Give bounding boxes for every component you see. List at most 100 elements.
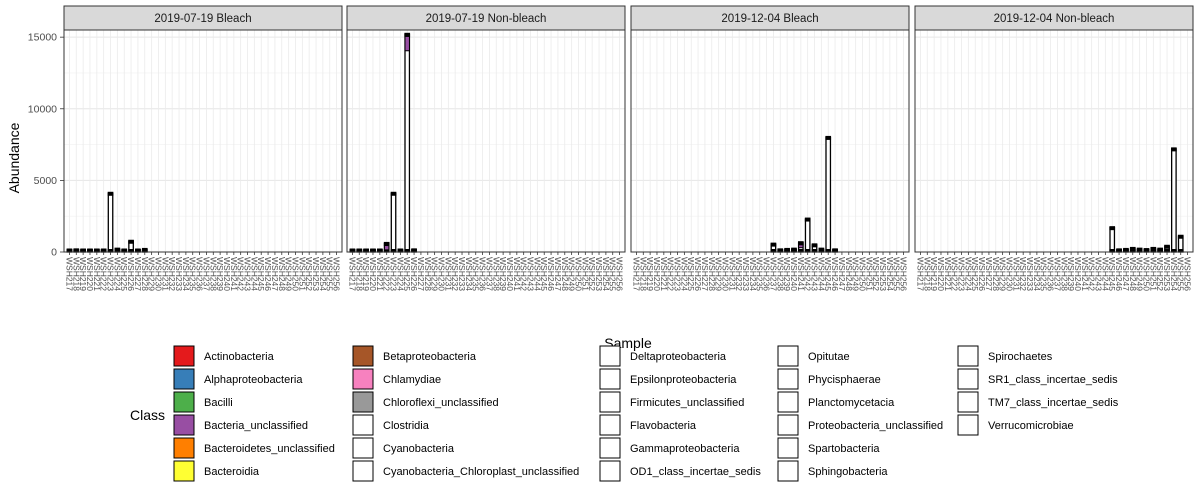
x-tick-label: WSH243 (526, 257, 536, 291)
bar (1177, 234, 1184, 253)
panel-border (630, 29, 910, 253)
bar-segment-base (1150, 249, 1157, 252)
x-tick-label: WSH253 (311, 257, 321, 291)
bar-segment-base (832, 249, 838, 252)
bar (383, 241, 390, 253)
x-tick-label: WSH220 (368, 257, 378, 291)
bar-segment-base (390, 249, 397, 252)
legend-label: Flavobacteria (630, 420, 697, 432)
x-tick-label: WSH219 (929, 257, 939, 291)
x-tick-label: WSH220 (85, 257, 95, 291)
y-axis-title: Abundance (6, 122, 22, 193)
bar-segment-base (141, 249, 148, 252)
x-tick-label: WSH221 (659, 257, 669, 291)
x-tick-label: WSH236 (478, 257, 488, 291)
x-tick-label: WSH245 (823, 257, 833, 291)
legend-item: TM7_class_incertae_sedis (957, 391, 1119, 413)
bar-segment-base (135, 249, 141, 252)
legend-item: Betaproteobacteria (352, 345, 477, 367)
x-tick-label: WSH255 (892, 257, 902, 291)
facet-strip (914, 5, 1194, 31)
bar-segment-base (356, 249, 363, 252)
x-tick-label: WSH249 (284, 257, 294, 291)
x-tick-label: WSH254 (318, 257, 328, 291)
bar-segment-base (784, 249, 790, 252)
x-tick-label: WSH237 (484, 257, 494, 291)
x-tick-label: WSH251 (297, 257, 307, 291)
legend-label: Sphingobacteria (808, 466, 888, 478)
facet-panel: 2019-07-19 Non-bleachWSH217WSH218WSH219W… (346, 5, 626, 291)
bar (1164, 244, 1170, 253)
x-tick-label: WSH222 (382, 257, 392, 291)
facet-strip-label: 2019-12-04 Non-bleach (994, 13, 1115, 25)
bar-segment (804, 218, 811, 253)
legend-label: Epsilonproteobacteria (630, 374, 737, 386)
legend-item: Bacteria_unclassified (173, 414, 308, 436)
x-tick-label: WSH231 (160, 257, 170, 291)
legend-item: Opitutae (777, 345, 850, 367)
bar-segment-top (1129, 246, 1136, 251)
legend-label: Firmicutes_unclassified (630, 397, 744, 409)
legend-key (599, 414, 621, 436)
bar (1150, 246, 1157, 253)
x-tick-label: WSH224 (679, 257, 689, 291)
x-tick-label: WSH250 (1141, 257, 1151, 291)
bar-segment-base (818, 249, 825, 252)
bar-segment-base (73, 249, 80, 252)
bar-segment-base (1171, 249, 1177, 252)
bar (1129, 246, 1136, 253)
bar (114, 247, 121, 253)
plot-area (64, 30, 342, 252)
x-tick-label: WSH233 (457, 257, 467, 291)
bar-segment-base (87, 249, 93, 252)
legend-label: Spartobacteria (808, 443, 880, 455)
bar-segment (1170, 148, 1177, 253)
x-tick-label: WSH241 (229, 257, 239, 291)
legend-item: Flavobacteria (599, 414, 697, 436)
panel-border (63, 29, 343, 253)
legend-item: Bacilli (173, 391, 233, 413)
x-tick-label: WSH231 (1011, 257, 1021, 291)
x-tick-label: WSH232 (450, 257, 460, 291)
x-tick-label: WSH242 (803, 257, 813, 291)
bar-segment-base (397, 249, 404, 252)
x-tick-label: WSH254 (885, 257, 895, 291)
legend-item: SR1_class_incertae_sedis (957, 368, 1118, 390)
x-tick-label: WSH251 (864, 257, 874, 291)
x-tick-label: WSH243 (1094, 257, 1104, 291)
bar-segment-top (825, 135, 832, 140)
x-tick-label: WSH227 (416, 257, 426, 291)
x-tick-label: WSH227 (984, 257, 994, 291)
bar (1170, 147, 1177, 253)
legend-label: TM7_class_incertae_sedis (988, 397, 1119, 409)
x-tick-label: WSH255 (608, 257, 618, 291)
facet-strip (63, 5, 343, 31)
x-tick-label: WSH218 (71, 257, 81, 291)
bar-segment-base (1177, 249, 1184, 252)
bar-segment-base (1143, 249, 1150, 252)
x-tick-label: WSH237 (768, 257, 778, 291)
x-tick-label: WSH252 (871, 257, 881, 291)
legend-key (777, 437, 799, 459)
legend-item: Deltaproteobacteria (599, 345, 727, 367)
bar-segment-base (825, 249, 832, 252)
legend-label: Bacilli (204, 397, 233, 409)
legend-label: Bacteria_unclassified (204, 420, 308, 432)
y-axis: 0 5000 10000 15000 (28, 32, 64, 259)
x-tick-label: WSH242 (519, 257, 529, 291)
legend-key (173, 437, 195, 459)
bar-segment-top (1177, 234, 1184, 239)
bar-segment-top (797, 241, 804, 246)
x-tick-label: WSH224 (112, 257, 122, 291)
x-tick-label: WSH226 (977, 257, 987, 291)
x-tick-label: WSH233 (741, 257, 751, 291)
bar-segment (825, 136, 832, 253)
x-tick-label: WSH256 (899, 257, 909, 291)
legend-label: Deltaproteobacteria (630, 351, 727, 363)
legend-key (777, 345, 799, 367)
bar-segment-base (66, 249, 73, 252)
x-tick-label: WSH224 (963, 257, 973, 291)
facet-strip-label: 2019-12-04 Bleach (721, 13, 818, 25)
x-tick-label: WSH220 (936, 257, 946, 291)
legend-label: Bacteroidia (204, 466, 260, 478)
